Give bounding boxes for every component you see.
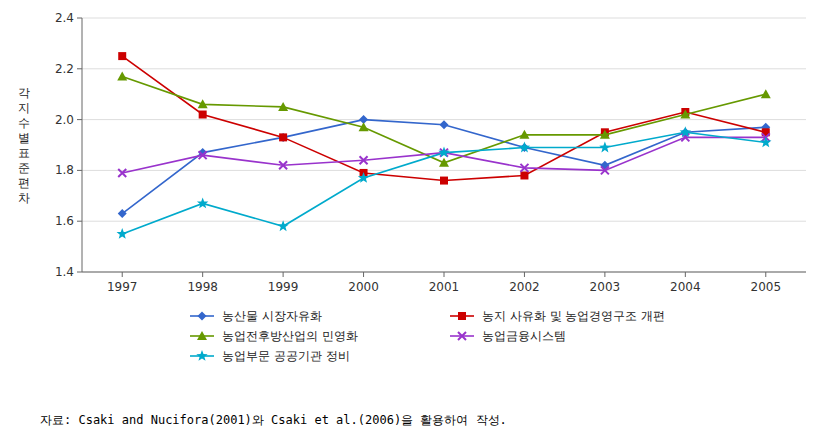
y-tick — [77, 221, 82, 222]
data-point — [440, 120, 449, 129]
data-point — [199, 111, 207, 119]
grid-line — [82, 18, 806, 19]
legend-marker — [458, 332, 466, 340]
data-point — [118, 169, 126, 177]
series-line — [122, 56, 766, 180]
data-point — [360, 156, 368, 164]
x-tick — [604, 272, 605, 277]
legend: 농산물 시장자유화농지 사유화 및 농업경영구조 개편농업전후방산업의 민영화농… — [190, 309, 665, 363]
y-tick-label: 1.8 — [55, 163, 74, 177]
series-line — [122, 132, 766, 234]
grid-line — [82, 170, 806, 171]
y-axis-label-char: 별 — [18, 131, 30, 145]
data-point — [277, 220, 288, 231]
legend-marker — [458, 312, 466, 320]
data-point — [118, 209, 127, 218]
grid-line — [82, 119, 806, 120]
x-tick — [122, 272, 123, 277]
data-point — [279, 133, 287, 141]
y-axis-label-char: 지 — [18, 101, 30, 115]
legend-label: 농지 사유화 및 농업경영구조 개편 — [482, 309, 665, 323]
source-note: 자료: Csaki and Nucifora(2001)와 Csaki et a… — [40, 413, 507, 427]
data-point — [438, 147, 449, 158]
y-axis-label-char: 표 — [18, 146, 30, 160]
y-tick-label: 2.2 — [55, 62, 74, 76]
x-tick-label: 2003 — [590, 280, 621, 294]
data-point — [520, 171, 528, 179]
data-point — [601, 166, 609, 174]
legend-label: 농업부문 공공기관 정비 — [222, 349, 350, 363]
data-point — [760, 136, 771, 147]
chart: 1.4 1.6 1.8 2.0 2.2 2.4 1997 1998 1999 2000 2001 20… — [0, 0, 828, 443]
x-tick — [765, 272, 766, 277]
x-tick-label: 2005 — [751, 280, 782, 294]
y-tick — [77, 119, 82, 120]
data-point — [680, 126, 691, 137]
y-tick — [77, 18, 82, 19]
grid-line — [82, 68, 806, 69]
y-axis-label: 각지수별표준편차 — [18, 86, 30, 205]
grid-line — [82, 221, 806, 222]
y-axis-line — [82, 18, 83, 272]
legend-marker — [196, 350, 207, 361]
data-point — [519, 142, 530, 153]
axes: 1.4 1.6 1.8 2.0 2.2 2.4 1997 1998 1999 2000 2001 20… — [55, 11, 806, 294]
series-line — [122, 120, 766, 214]
data-point — [117, 228, 128, 239]
plot-data — [117, 52, 772, 239]
y-tick-label: 2.0 — [55, 113, 74, 127]
x-tick-label: 1998 — [187, 280, 218, 294]
data-point — [197, 197, 208, 208]
data-point — [440, 177, 448, 185]
series-line — [122, 76, 766, 162]
data-point — [199, 151, 207, 159]
data-point — [278, 102, 288, 111]
x-tick-label: 2004 — [670, 280, 701, 294]
y-tick-label: 2.4 — [55, 11, 74, 25]
x-tick — [444, 272, 445, 277]
x-tick — [283, 272, 284, 277]
x-tick-label: 2002 — [509, 280, 540, 294]
grid-line — [82, 272, 806, 273]
data-point — [358, 172, 369, 183]
y-tick — [77, 170, 82, 171]
y-axis-label-char: 편 — [18, 176, 30, 190]
data-point — [680, 110, 690, 119]
y-tick-label: 1.6 — [55, 214, 74, 228]
legend-label: 농업금융시스템 — [482, 329, 566, 343]
x-tick — [363, 272, 364, 277]
y-tick-label: 1.4 — [55, 265, 74, 279]
data-point — [198, 99, 208, 108]
data-point — [279, 133, 288, 142]
x-tick — [524, 272, 525, 277]
x-tick-label: 1999 — [268, 280, 299, 294]
legend-label: 농업전후방산업의 민영화 — [222, 329, 358, 343]
y-tick — [77, 68, 82, 69]
data-point — [761, 89, 771, 98]
data-point — [359, 122, 369, 131]
x-tick-label: 2001 — [429, 280, 460, 294]
y-axis-label-char: 준 — [18, 161, 30, 175]
data-point — [279, 161, 287, 169]
data-point — [118, 52, 126, 60]
data-point — [599, 142, 610, 153]
y-tick — [77, 272, 82, 273]
data-point — [520, 164, 528, 172]
data-point — [519, 130, 529, 139]
y-axis-label-char: 각 — [18, 86, 30, 100]
x-tick — [685, 272, 686, 277]
series-line — [122, 137, 766, 173]
data-point — [600, 130, 610, 139]
y-axis-label-char: 차 — [18, 191, 30, 205]
x-tick — [202, 272, 203, 277]
x-axis-line — [82, 272, 806, 273]
legend-marker — [197, 331, 207, 340]
data-point — [439, 158, 449, 167]
y-axis-label-char: 수 — [18, 116, 30, 130]
x-tick-label: 2000 — [348, 280, 379, 294]
x-tick-label: 1997 — [107, 280, 138, 294]
legend-marker — [198, 312, 207, 321]
data-point — [117, 71, 127, 80]
legend-label: 농산물 시장자유화 — [222, 309, 322, 323]
